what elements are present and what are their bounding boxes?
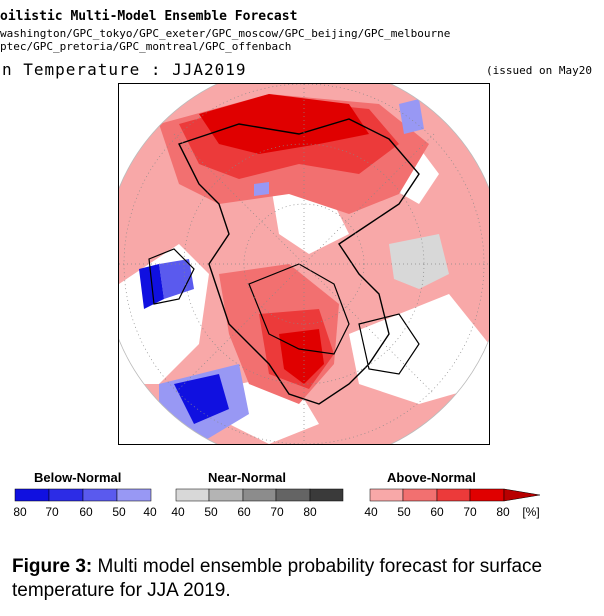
map-title: n Temperature : JJA2019 (2, 60, 247, 79)
legend-swatch-near-40 (175, 488, 210, 502)
near-normal-40-area (389, 234, 449, 289)
legend-swatch-below-50 (116, 488, 152, 502)
tick-label: 50 (112, 505, 126, 519)
tick-label: 70 (463, 505, 477, 519)
below-normal-40-area (399, 99, 424, 134)
legend-swatch-near-80 (309, 488, 344, 502)
legend-swatch-above-70 (469, 488, 505, 502)
centers-line-2: ptec/GPC_pretoria/GPC_montreal/GPC_offen… (0, 40, 292, 53)
above-normal-70-area (279, 329, 324, 384)
issued-date: (issued on May20 (486, 64, 592, 77)
legend-swatch-below-70 (48, 488, 84, 502)
legend-swatch-above-50 (402, 488, 438, 502)
tick-label: 40 (364, 505, 378, 519)
caption-text: Multi model ensemble probability forecas… (12, 556, 543, 601)
probability-map (118, 83, 490, 445)
coastline (178, 118, 420, 405)
below-normal-70-area (174, 374, 229, 424)
tick-label: 80 (303, 505, 317, 519)
legend-swatch-above-40 (369, 488, 404, 502)
below-normal-40-area (254, 182, 269, 196)
figure-caption: Figure 3: Multi model ensemble probabili… (12, 555, 592, 603)
legend-swatch-near-50 (208, 488, 244, 502)
coastline (148, 248, 195, 305)
above-normal-70-area (199, 94, 369, 154)
legend-swatch-below-80 (14, 488, 50, 502)
legend-swatch-above-60 (436, 488, 471, 502)
tick-label: 80 (13, 505, 27, 519)
tick-label: 60 (430, 505, 444, 519)
no-signal-area (349, 294, 489, 404)
tick-label: 80 (496, 505, 510, 519)
coastline (248, 263, 350, 355)
centers-line-1: washington/GPC_tokyo/GPC_exeter/GPC_mosc… (0, 27, 451, 40)
legend-swatch-near-60 (242, 488, 277, 502)
legend-swatch-below-60 (82, 488, 118, 502)
tick-label: 70 (45, 505, 59, 519)
legend-swatch-near-70 (275, 488, 311, 502)
below-normal-60-area (159, 259, 194, 299)
caption-label: Figure 3: (12, 556, 93, 577)
forecast-title: oilistic Multi-Model Ensemble Forecast (0, 9, 298, 24)
tick-label: 60 (79, 505, 93, 519)
tick-label: 50 (204, 505, 218, 519)
polar-map-svg (119, 84, 489, 444)
tick-label: 40 (143, 505, 157, 519)
legend-colorbars (14, 488, 541, 502)
legend-above-normal-label: Above-Normal (387, 470, 476, 485)
tick-label: 50 (397, 505, 411, 519)
legend-below-normal-label: Below-Normal (34, 470, 122, 485)
coastline (358, 313, 420, 375)
legend-swatch-above-80-arrow (503, 488, 541, 502)
legend-near-normal-label: Near-Normal (208, 470, 287, 485)
tick-label: 40 (171, 505, 185, 519)
tick-label: 60 (237, 505, 251, 519)
tick-label: 70 (270, 505, 284, 519)
tick-label-percent: [%] (522, 505, 540, 519)
